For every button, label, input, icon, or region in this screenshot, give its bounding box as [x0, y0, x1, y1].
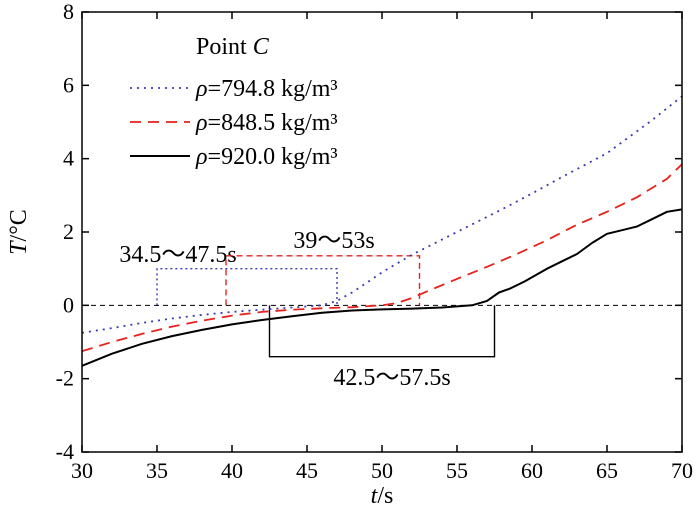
series-line-1	[82, 95, 682, 334]
x-tick-label: 45	[296, 458, 318, 483]
x-tick-label: 55	[446, 458, 468, 483]
y-tick-label: 4	[63, 146, 74, 171]
x-tick-label: 30	[71, 458, 93, 483]
legend-title: Point C	[196, 34, 270, 60]
annotation-bracket-2	[225, 255, 421, 306]
y-tick-label: 6	[63, 72, 74, 97]
annotation-label-2: 39～53s	[293, 228, 374, 254]
x-tick-label: 70	[671, 458, 693, 483]
y-axis-label: T/°C	[6, 209, 32, 255]
legend-label-1: ρ=794.8 kg/m³	[195, 76, 338, 102]
x-tick-label: 40	[221, 458, 243, 483]
legend: Point C ρ=794.8 kg/m³ ρ=848.5 kg/m³ ρ=920.…	[130, 34, 338, 170]
y-tick-label: 0	[63, 292, 74, 317]
series-line-3	[82, 208, 682, 367]
annotation-bracket-3	[268, 305, 496, 358]
x-axis-label: t/s	[371, 483, 394, 509]
x-tick-label: 60	[521, 458, 543, 483]
annotation-label-3: 42.5～57.5s	[333, 365, 450, 391]
annotation-label-1: 34.5～47.5s	[119, 242, 236, 268]
legend-label-3: ρ=920.0 kg/m³	[195, 144, 338, 170]
y-tick-label: -4	[56, 439, 74, 464]
y-tick-label: -2	[56, 366, 74, 391]
x-tick-label: 50	[371, 458, 393, 483]
series-line-2	[82, 163, 682, 353]
x-tick-label: 35	[146, 458, 168, 483]
y-tick-label: 2	[63, 219, 74, 244]
x-tick-label: 65	[596, 458, 618, 483]
annotation-bracket-1	[156, 267, 338, 306]
legend-label-2: ρ=848.5 kg/m³	[195, 110, 338, 136]
y-tick-label: 8	[63, 0, 74, 24]
